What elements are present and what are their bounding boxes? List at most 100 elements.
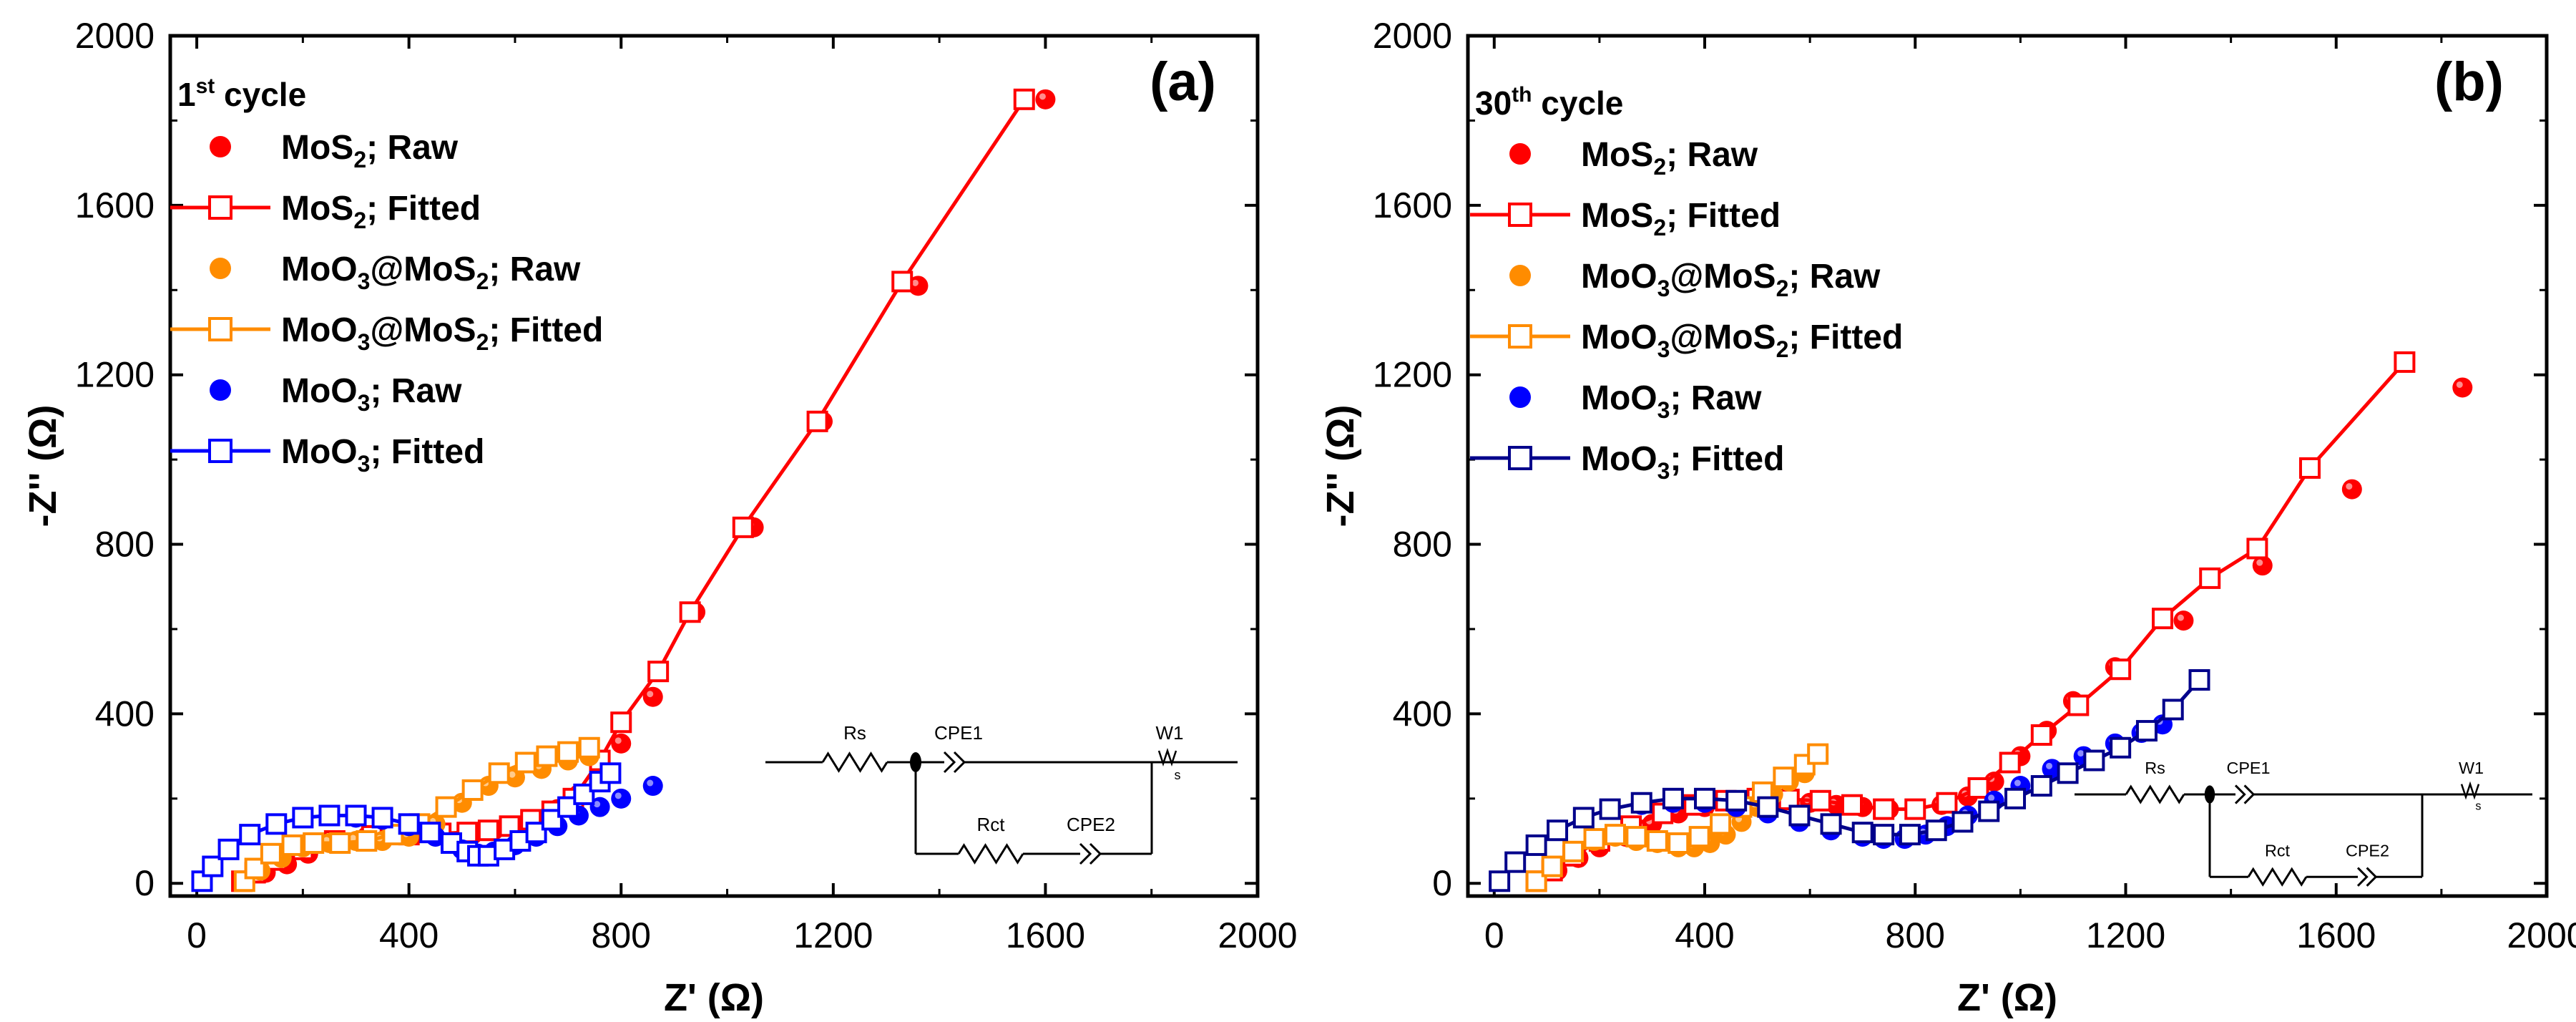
legend-subscript: 2 [476, 329, 489, 355]
data-point-square [1873, 798, 1895, 820]
legend-subscript: 2 [1776, 336, 1789, 362]
legend-title-sup: st [196, 74, 215, 98]
y-tick-label: 400 [1393, 694, 1452, 734]
x-tick-label: 1600 [2296, 915, 2376, 955]
legend-swatch-dot [210, 136, 231, 157]
data-point-dot [2173, 610, 2194, 631]
data-point-square [1809, 789, 1831, 812]
warburg-subscript: s [1175, 768, 1181, 782]
legend-entry-mos2_fit: MoS2; Fitted [1470, 197, 1781, 240]
legend-label: MoO3; Raw [281, 372, 462, 416]
data-point-square [1904, 798, 1926, 820]
data-point-square [1630, 792, 1652, 814]
legend-text: ; Raw [489, 250, 581, 288]
y-axis-label: -Z'' (Ω) [1319, 405, 1362, 527]
legend-swatch-dot [1509, 386, 1531, 408]
legend-label: MoS2; Raw [1581, 136, 1758, 180]
data-point-square [1951, 811, 1974, 833]
data-point-square [318, 804, 341, 827]
warburg-symbol [2460, 781, 2480, 800]
data-point-highlight [509, 771, 516, 778]
data-point-square [329, 832, 351, 854]
data-point-dot [611, 788, 632, 809]
data-point-square [1583, 828, 1605, 850]
resistor-rs [821, 751, 888, 773]
legend-subscript: 3 [1657, 336, 1670, 362]
series-group [191, 88, 1056, 892]
legend-label: MoO3; Fitted [1581, 440, 1784, 484]
data-point-square [461, 779, 484, 801]
data-point-square [1925, 819, 1947, 842]
legend-text: ; Raw [1788, 258, 1881, 296]
legend-subscript: 3 [358, 268, 371, 294]
data-point-square [2004, 787, 2027, 809]
data-point-square [435, 796, 457, 818]
data-point-square [536, 745, 558, 767]
legend-entry-mos2_raw: MoS2; Raw [210, 129, 459, 172]
legend-text: MoS [1581, 136, 1653, 174]
legend-label: MoO3@MoS2; Raw [281, 250, 581, 294]
circuit-label-rct: Rct [977, 814, 1006, 835]
legend-text: MoO [1581, 258, 1657, 296]
legend-label: MoO3@MoS2; Fitted [1581, 318, 1903, 362]
legend-subscript: 3 [358, 451, 371, 477]
data-point-highlight [2346, 483, 2353, 490]
legend-text: @MoS [1670, 318, 1776, 356]
legend-swatch-square [1508, 324, 1532, 349]
legend-label: MoO3; Raw [1581, 379, 1762, 423]
data-point-highlight [2456, 381, 2463, 388]
legend-title-number: 1 [177, 76, 196, 113]
data-point-highlight [647, 779, 654, 787]
data-point-square [488, 762, 510, 784]
data-point-square [2030, 775, 2052, 797]
x-tick-label: 800 [592, 915, 651, 955]
legend-text: MoO [281, 372, 358, 410]
legend-entry-mm_raw: MoO3@MoS2; Raw [1509, 258, 1881, 301]
legend-entry-moo3_raw: MoO3; Raw [1509, 379, 1762, 423]
legend-swatch-dot [1509, 265, 1531, 286]
data-point-square [1936, 792, 1958, 814]
data-point-dot [1035, 89, 1056, 110]
legend-subscript: 3 [358, 329, 371, 355]
data-point-square [260, 842, 282, 865]
legend-entry-moo3_fit: MoO3; Fitted [1470, 440, 1784, 484]
legend-swatch-dot [1509, 143, 1531, 165]
x-tick-label: 0 [1484, 915, 1504, 955]
cpe2-symbol [2356, 867, 2378, 887]
y-tick-label: 2000 [1373, 16, 1452, 56]
legend-label: MoS2; Raw [281, 129, 459, 172]
data-point-square [239, 824, 261, 846]
data-point-square [1820, 813, 1842, 835]
data-point-highlight [2046, 762, 2053, 769]
data-point-square [292, 807, 314, 829]
legend-text: ; Fitted [1788, 318, 1903, 356]
x-axis-label: Z' (Ω) [664, 976, 764, 1019]
data-point-square [2188, 669, 2210, 691]
data-point-square [1757, 796, 1779, 818]
legend-text: MoO [1581, 379, 1657, 417]
resistor-rct [2247, 867, 2308, 887]
data-point-square [1667, 832, 1690, 854]
legend-text: ; Raw [1670, 379, 1762, 417]
resistor-rs [2125, 784, 2185, 804]
data-point-square [1694, 787, 1716, 809]
y-tick-label: 1600 [75, 185, 155, 225]
y-tick-label: 800 [1393, 525, 1452, 565]
legend-label: MoS2; Fitted [1581, 197, 1781, 240]
data-point-highlight [2177, 614, 2184, 621]
circuit-label-rs: Rs [843, 722, 866, 744]
equivalent-circuit: s Rs CPE1 W1 Rct CPE2 [2075, 759, 2532, 887]
data-point-highlight [614, 737, 622, 744]
data-point-square [2298, 457, 2321, 479]
legend-entry-mos2_raw: MoS2; Raw [1509, 136, 1758, 180]
circuit-label-rct: Rct [2265, 841, 2291, 860]
data-point-square [2199, 567, 2221, 589]
legend-entry-mm_fit: MoO3@MoS2; Fitted [170, 311, 603, 355]
legend-swatch-dot [210, 379, 231, 401]
data-point-square [1725, 789, 1748, 812]
data-point-square [1504, 851, 1527, 873]
x-axis-label: Z' (Ω) [1957, 976, 2057, 1019]
legend-subscript: 3 [1657, 397, 1670, 423]
panel-label: (a) [1150, 52, 1216, 112]
data-point-square [732, 516, 754, 538]
